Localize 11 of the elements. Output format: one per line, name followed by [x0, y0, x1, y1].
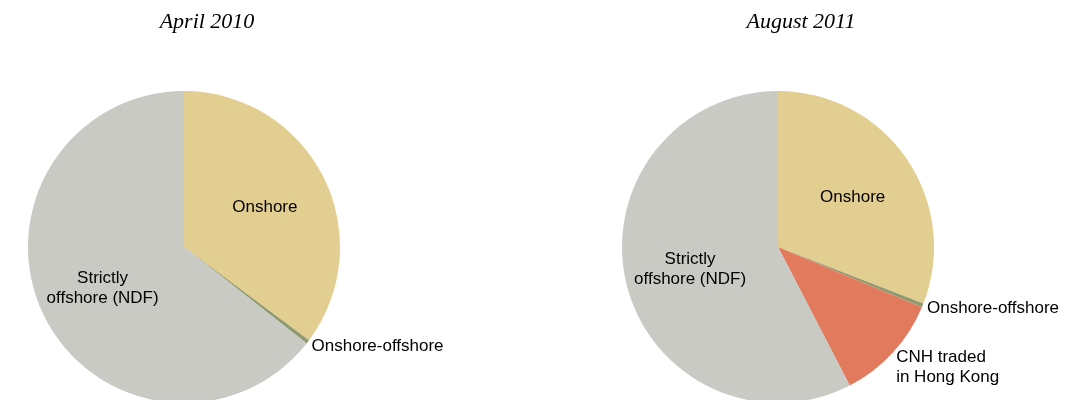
pie-slice — [28, 91, 307, 400]
slice-label: CNH traded in Hong Kong — [896, 346, 1000, 386]
slice-label: Onshore — [232, 196, 298, 216]
slice-label: Strictly offshore (NDF) — [46, 267, 159, 307]
slice-label: Strictly offshore (NDF) — [634, 248, 747, 288]
chart-title: August 2011 — [744, 8, 857, 34]
chart-title: April 2010 — [157, 8, 256, 34]
slice-label: Onshore-offshore — [927, 297, 1060, 317]
slice-label: Onshore — [820, 186, 886, 206]
slice-label: Onshore-offshore — [311, 335, 444, 355]
pie-slice — [184, 91, 340, 341]
